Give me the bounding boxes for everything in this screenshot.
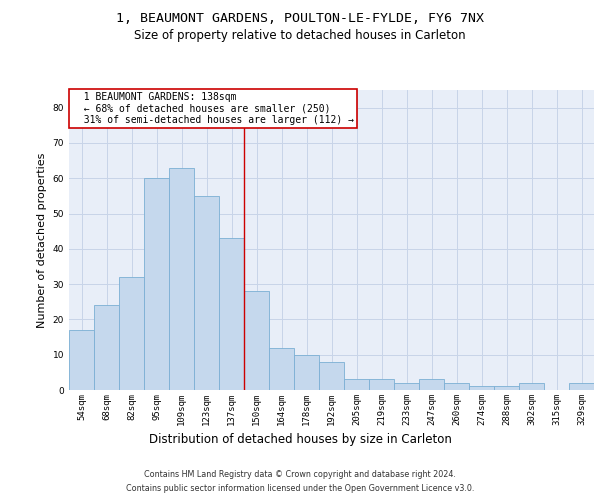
Text: Size of property relative to detached houses in Carleton: Size of property relative to detached ho… bbox=[134, 29, 466, 42]
Bar bbox=[494, 386, 519, 390]
Bar bbox=[344, 380, 369, 390]
Text: 1 BEAUMONT GARDENS: 138sqm
  ← 68% of detached houses are smaller (250)
  31% of: 1 BEAUMONT GARDENS: 138sqm ← 68% of deta… bbox=[71, 92, 353, 124]
Bar bbox=[144, 178, 169, 390]
Y-axis label: Number of detached properties: Number of detached properties bbox=[37, 152, 47, 328]
Bar bbox=[244, 291, 269, 390]
Bar bbox=[469, 386, 494, 390]
Bar bbox=[119, 277, 144, 390]
Bar bbox=[419, 380, 444, 390]
Bar bbox=[369, 380, 394, 390]
Text: Contains public sector information licensed under the Open Government Licence v3: Contains public sector information licen… bbox=[126, 484, 474, 493]
Bar bbox=[69, 330, 94, 390]
Bar bbox=[169, 168, 194, 390]
Bar bbox=[219, 238, 244, 390]
Text: 1, BEAUMONT GARDENS, POULTON-LE-FYLDE, FY6 7NX: 1, BEAUMONT GARDENS, POULTON-LE-FYLDE, F… bbox=[116, 12, 484, 26]
Text: Contains HM Land Registry data © Crown copyright and database right 2024.: Contains HM Land Registry data © Crown c… bbox=[144, 470, 456, 479]
Bar bbox=[519, 383, 544, 390]
Bar bbox=[94, 306, 119, 390]
Bar bbox=[194, 196, 219, 390]
Bar bbox=[444, 383, 469, 390]
Bar bbox=[394, 383, 419, 390]
Bar bbox=[269, 348, 294, 390]
Bar bbox=[294, 354, 319, 390]
Bar bbox=[319, 362, 344, 390]
Bar bbox=[569, 383, 594, 390]
Text: Distribution of detached houses by size in Carleton: Distribution of detached houses by size … bbox=[149, 432, 451, 446]
